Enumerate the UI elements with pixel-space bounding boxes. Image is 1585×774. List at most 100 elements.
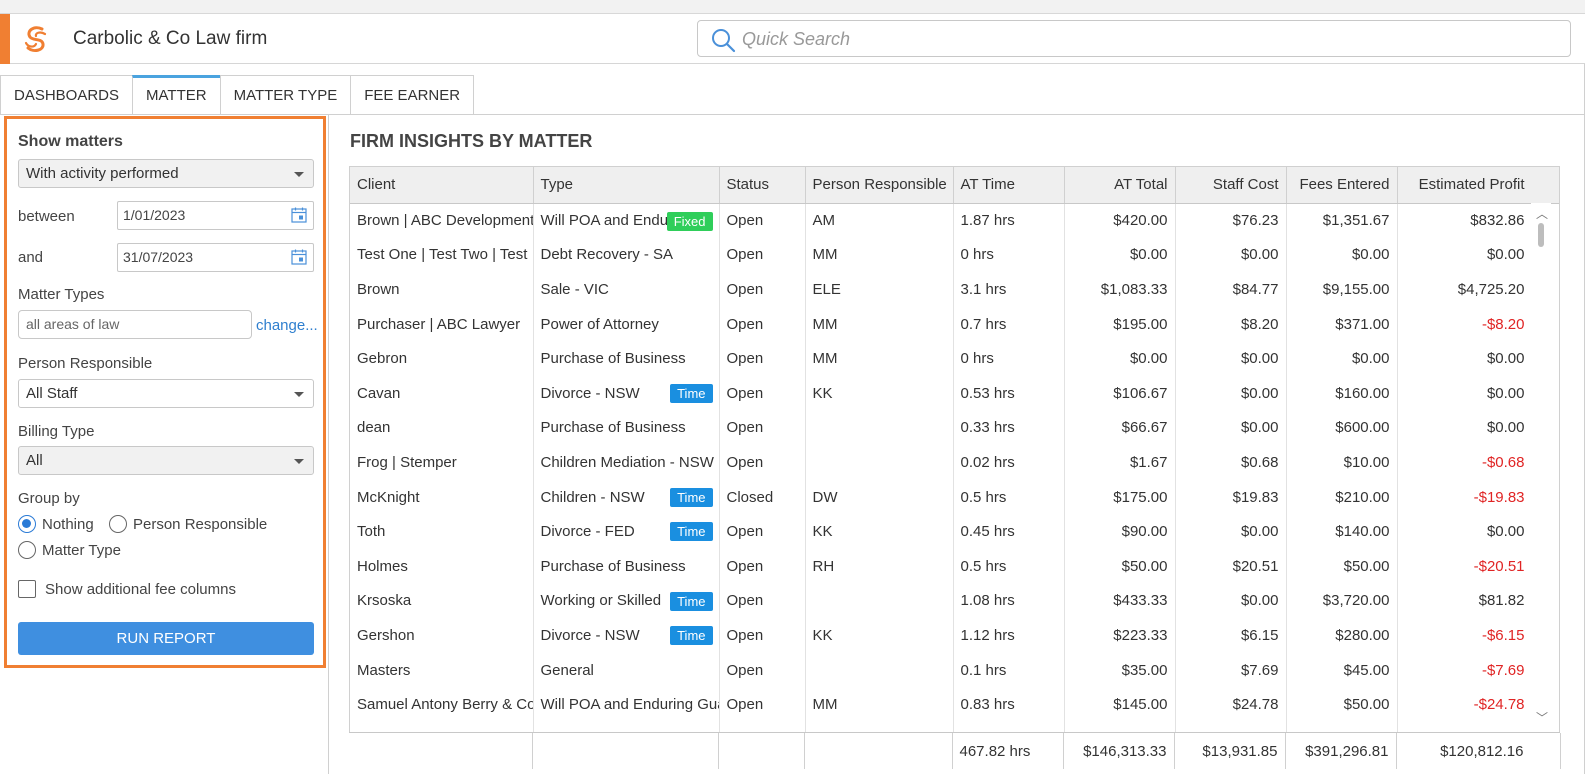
fees-entered-cell: $3,720.00 — [1286, 583, 1398, 619]
table-row[interactable]: Test One | Test Two | Test Debt Recovery … — [350, 237, 1559, 273]
matter-types-field[interactable]: all areas of law — [18, 310, 252, 339]
table-row[interactable] — [350, 721, 1559, 734]
table-row[interactable]: Samuel Antony Berry & Co Will POA and End… — [350, 687, 1559, 722]
show-matters-dropdown[interactable]: With activity performed — [18, 159, 314, 188]
run-report-button[interactable]: RUN REPORT — [18, 622, 314, 655]
scrollbar-thumb[interactable] — [1538, 223, 1544, 247]
start-date-value: 1/01/2023 — [123, 207, 186, 223]
tab-matter[interactable]: MATTER — [132, 75, 221, 115]
change-matter-types-link[interactable]: change... — [256, 317, 318, 334]
partial-cell — [1064, 721, 1176, 734]
column-header-at-total[interactable]: AT Total — [1064, 167, 1176, 204]
person-cell — [805, 652, 954, 688]
chevron-down-icon[interactable]: ﹀ — [1536, 711, 1549, 725]
type-cell: Children - NSW Time — [533, 479, 720, 515]
table-row[interactable]: Cavan Divorce - NSW Time Open KK 0.53 hrs $106… — [350, 375, 1559, 411]
table-row[interactable]: Gershon Divorce - NSW Time Open KK 1.12 hrs $2… — [350, 618, 1559, 653]
total-at-total: $146,313.33 — [1063, 733, 1175, 769]
table-row[interactable]: Gebron Purchase of Business Open MM 0 hrs $0.… — [350, 341, 1559, 376]
column-header-staff-cost[interactable]: Staff Cost — [1175, 167, 1287, 204]
client-cell: Masters — [350, 652, 534, 688]
person-cell-text: RH — [812, 557, 835, 575]
at-total-cell: $106.67 — [1064, 375, 1176, 411]
show-fee-columns-checkbox[interactable]: Show additional fee columns — [18, 580, 236, 598]
column-header-person-responsible[interactable]: Person Responsible — [805, 167, 954, 204]
group-by-nothing-radio[interactable]: Nothing — [18, 515, 94, 533]
at-time-cell: 0.5 hrs — [953, 548, 1065, 584]
table-row[interactable]: Toth Divorce - FED Time Open KK 0.45 hrs $90.0… — [350, 514, 1559, 549]
staff-cost-cell-text: $19.83 — [1232, 488, 1279, 506]
partial-cell — [1397, 721, 1559, 734]
tab-fee-earner[interactable]: FEE EARNER — [350, 75, 475, 115]
status-cell: Closed — [719, 479, 806, 515]
client-cell-text: Samuel Antony Berry & Co — [357, 696, 533, 714]
column-header-fees-entered[interactable]: Fees Entered — [1286, 167, 1398, 204]
column-header-type[interactable]: Type — [533, 167, 720, 204]
table-row[interactable]: McKnight Children - NSW Time Closed DW 0.5 hr… — [350, 479, 1559, 515]
staff-cost-cell: $7.69 — [1175, 652, 1287, 688]
table-scrollbar[interactable]: ︿ ﹀ — [1531, 203, 1551, 730]
tab-dashboards[interactable]: DASHBOARDS — [0, 75, 134, 115]
column-header-status[interactable]: Status — [719, 167, 806, 204]
fees-entered-cell: $210.00 — [1286, 479, 1398, 515]
start-date-field[interactable]: 1/01/2023 — [117, 201, 314, 230]
staff-cost-cell-text: $8.20 — [1240, 315, 1279, 333]
table-row[interactable]: dean Purchase of Business Open 0.33 hrs $66.… — [350, 410, 1559, 446]
fees-entered-cell-text: $0.00 — [1351, 350, 1390, 368]
column-header-at-time[interactable]: AT Time — [953, 167, 1065, 204]
staff-cost-cell: $0.00 — [1175, 514, 1287, 549]
group-by-person-radio[interactable]: Person Responsible — [109, 515, 267, 533]
type-cell: Working or Skilled Time — [533, 583, 720, 619]
table-row[interactable]: Frog | Stemper Children Mediation - NSW Op… — [350, 445, 1559, 480]
end-date-field[interactable]: 31/07/2023 — [117, 243, 314, 272]
table-row[interactable]: Purchaser | ABC Lawyer Power of Attorney O… — [350, 306, 1559, 342]
status-cell-text: Open — [726, 350, 764, 368]
table-row[interactable]: Holmes Purchase of Business Open RH 0.5 hrs $… — [350, 548, 1559, 584]
quick-search-box[interactable] — [697, 20, 1571, 57]
client-cell-text: Toth — [357, 523, 386, 541]
table-row[interactable]: Brown | ABC Development Will POA and Endu… — [350, 203, 1559, 238]
fees-entered-cell-text: $10.00 — [1343, 453, 1390, 471]
table-totals-row: 467.82 hrs $146,313.33 $13,931.85 $391,2… — [349, 732, 1561, 774]
group-by-matter-type-radio[interactable]: Matter Type — [18, 541, 121, 559]
at-time-cell: 0.83 hrs — [953, 687, 1065, 722]
at-total-cell-text: $420.00 — [1113, 212, 1168, 230]
staff-cost-cell: $19.83 — [1175, 479, 1287, 515]
type-cell: Children Mediation - NSW — [533, 445, 720, 480]
billing-type-dropdown[interactable]: All — [18, 446, 314, 475]
fees-entered-cell: $50.00 — [1286, 687, 1398, 722]
calendar-icon[interactable] — [291, 207, 307, 223]
type-cell: Purchase of Business — [533, 341, 720, 376]
fees-entered-cell-text: $210.00 — [1335, 488, 1390, 506]
at-total-cell: $175.00 — [1064, 479, 1176, 515]
totals-empty-cell — [804, 733, 953, 769]
type-cell: Divorce - FED Time — [533, 514, 720, 549]
person-responsible-dropdown[interactable]: All Staff — [18, 379, 314, 408]
client-cell-text: Holmes — [357, 557, 408, 575]
table-row[interactable]: Masters General Open 0.1 hrs $35.00 $7.69 $45.… — [350, 652, 1559, 688]
table-row[interactable]: Brown Sale - VIC Open ELE 3.1 hrs $1,083.33 $8… — [350, 272, 1559, 307]
staff-cost-cell: $0.00 — [1175, 410, 1287, 446]
table-row[interactable]: Krsoska Working or Skilled Time Open 1.08 hr… — [350, 583, 1559, 619]
group-by-nothing-label: Nothing — [42, 515, 94, 533]
staff-cost-cell-text: $7.69 — [1240, 661, 1279, 679]
column-header-estimated-profit[interactable]: Estimated Profit — [1397, 167, 1559, 204]
chevron-up-icon[interactable]: ︿ — [1536, 207, 1549, 221]
column-header-client[interactable]: Client — [350, 167, 534, 204]
at-time-cell-text: 0 hrs — [960, 246, 994, 264]
at-total-cell: $90.00 — [1064, 514, 1176, 549]
calendar-icon[interactable] — [291, 249, 307, 265]
chevron-down-icon — [294, 392, 304, 397]
client-cell: Holmes — [350, 548, 534, 584]
fees-entered-cell-text: $50.00 — [1343, 557, 1390, 575]
end-date-value: 31/07/2023 — [123, 249, 194, 265]
total-staff-cost: $13,931.85 — [1174, 733, 1286, 769]
tab-matter-type[interactable]: MATTER TYPE — [219, 75, 352, 115]
at-total-cell-text: $175.00 — [1113, 488, 1168, 506]
quick-search-input[interactable] — [742, 26, 1542, 52]
status-cell-text: Open — [726, 280, 764, 298]
type-cell-text: Divorce - NSW — [540, 626, 640, 644]
status-cell-text: Open — [726, 419, 764, 437]
table-body: Brown | ABC Development Will POA and Endu… — [350, 203, 1559, 734]
type-cell-text: Will POA and Enduring Guardian — [540, 696, 719, 714]
